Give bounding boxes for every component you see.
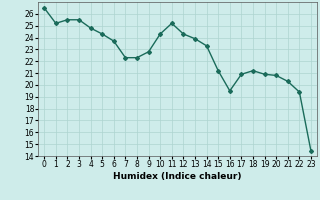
X-axis label: Humidex (Indice chaleur): Humidex (Indice chaleur) [113, 172, 242, 181]
